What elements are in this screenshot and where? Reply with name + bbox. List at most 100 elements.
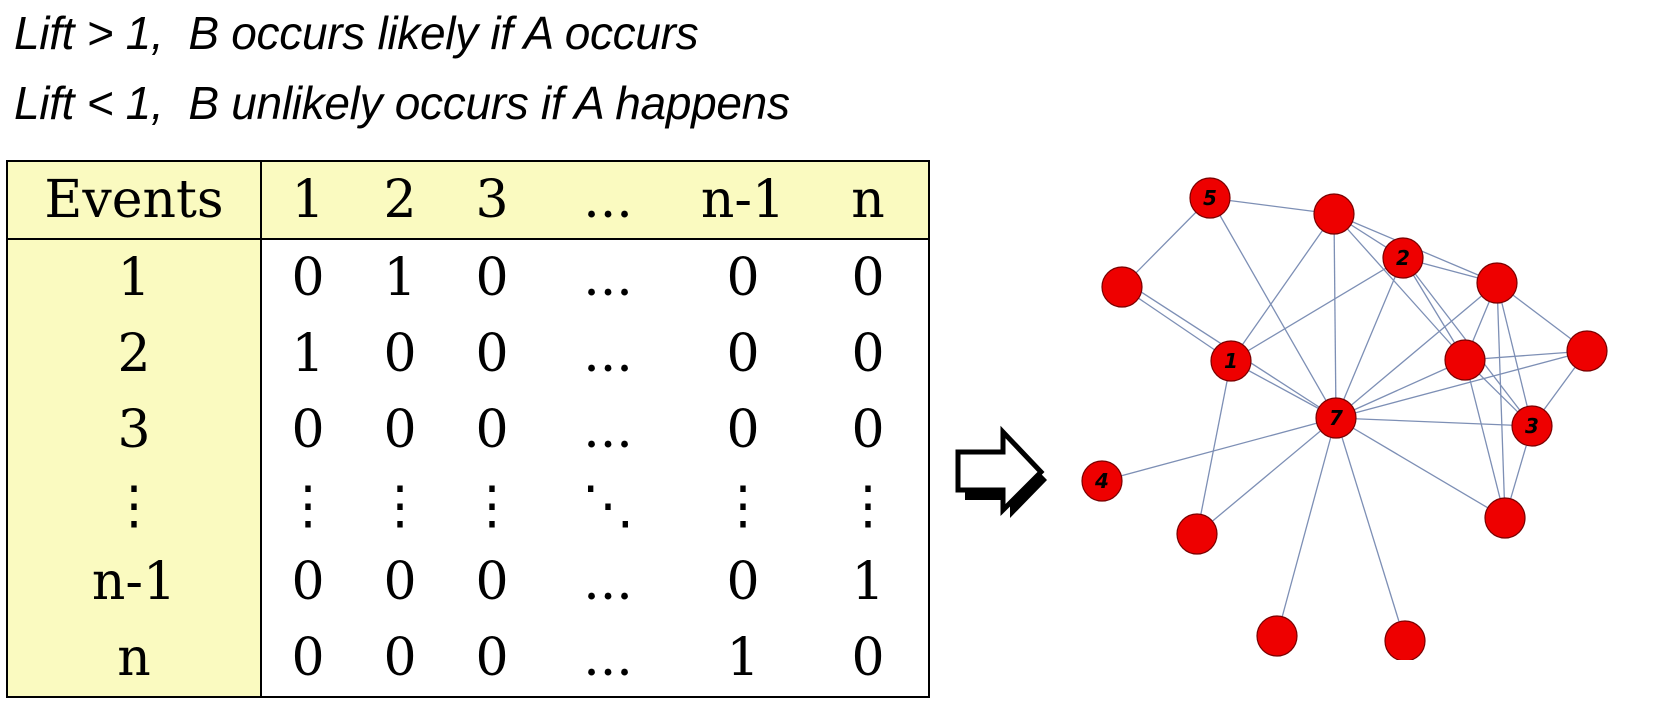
matrix-cell: 0 <box>475 628 509 688</box>
matrix-cell: 0 <box>726 324 760 384</box>
graph-edge <box>1230 257 1404 362</box>
graph-edge <box>1496 282 1506 519</box>
row-label: 2 <box>7 316 262 392</box>
graph-node-4 <box>1081 460 1123 502</box>
graph-node-2 <box>1382 237 1424 279</box>
matrix-cell: 0 <box>726 400 760 460</box>
graph-node-1 <box>1210 340 1252 382</box>
graph-edge <box>1335 359 1466 419</box>
column-header: 2 <box>354 161 446 240</box>
matrix-cell: 0 <box>291 552 325 612</box>
column-header: 1 <box>261 161 354 240</box>
node-label-1: 1 <box>1224 349 1238 373</box>
matrix-cell: ⋮ <box>466 476 518 536</box>
graph-edge <box>1335 417 1506 519</box>
row-label: 3 <box>7 392 262 468</box>
graph-edge <box>1335 257 1404 419</box>
matrix-cell: 0 <box>291 248 325 308</box>
matrix-cell: 0 <box>475 400 509 460</box>
column-header: 3 <box>446 161 538 240</box>
lift-less-heading: Lift < 1, B unlikely occurs if A happens <box>14 77 790 129</box>
graph-edge <box>1230 213 1335 362</box>
node-label-5: 5 <box>1203 186 1217 210</box>
matrix-cell: ⋮ <box>282 476 334 536</box>
matrix-cell: 0 <box>851 400 885 460</box>
matrix-cell: 0 <box>851 324 885 384</box>
graph-edge <box>1464 359 1506 519</box>
matrix-row: n 0 0 0 ... 1 0 <box>7 620 929 697</box>
graph-edge <box>1333 213 1337 419</box>
network-graph: 5 2 1 7 3 4 <box>1081 177 1608 660</box>
matrix-cell: 1 <box>851 552 885 612</box>
graph-edge <box>1209 197 1335 215</box>
matrix-cell: ... <box>583 248 633 308</box>
node-label-3: 3 <box>1525 414 1539 438</box>
matrix-cell: 0 <box>475 248 509 308</box>
graph-node-7 <box>1315 397 1357 439</box>
matrix-cell: ... <box>583 628 633 688</box>
matrix-row: n-1 0 0 0 ... 0 1 <box>7 544 929 620</box>
matrix-cell: ... <box>583 400 633 460</box>
matrix-cell: 0 <box>475 552 509 612</box>
right-arrow-icon <box>955 425 1047 518</box>
graph-edge <box>1335 350 1588 419</box>
graph-node <box>1256 615 1298 657</box>
matrix-row-ellipsis: ⋮ ⋮ ⋮ ⋮ ⋱ ⋮ ⋮ <box>7 468 929 544</box>
matrix-row: 1 0 1 0 ... 0 0 <box>7 239 929 316</box>
matrix-cell: ⋮ <box>842 476 894 536</box>
column-header: n <box>808 161 929 240</box>
graph-node <box>1384 620 1426 660</box>
matrix-header-row: Events 1 2 3 ... n-1 n <box>7 161 929 240</box>
column-header: n-1 <box>678 161 808 240</box>
graph-edge <box>1335 417 1533 427</box>
graph-node <box>1313 193 1355 235</box>
graph-edge <box>1335 282 1498 419</box>
graph-node <box>1566 330 1608 372</box>
graph-node-3 <box>1511 405 1553 447</box>
node-label-2: 2 <box>1396 246 1410 270</box>
row-label: 1 <box>7 239 262 316</box>
graph-node <box>1444 339 1486 381</box>
graph-edge <box>1101 417 1337 482</box>
graph-node <box>1176 513 1218 555</box>
matrix-cell: 0 <box>383 628 417 688</box>
graph-edge <box>1196 417 1337 535</box>
graph-edge <box>1333 213 1466 361</box>
matrix-cell: 0 <box>726 552 760 612</box>
graph-edge <box>1335 417 1406 642</box>
event-matrix: Events 1 2 3 ... n-1 n 1 0 1 0 ... 0 0 2… <box>6 160 930 698</box>
row-label: ⋮ <box>7 468 262 544</box>
matrix-cell: 0 <box>291 628 325 688</box>
matrix-cell: ⋮ <box>374 476 426 536</box>
graph-edge <box>1121 286 1232 362</box>
graph-node <box>1476 262 1518 304</box>
graph-node <box>1484 497 1526 539</box>
matrix-corner-label: Events <box>7 161 262 240</box>
graph-edge <box>1196 360 1232 535</box>
matrix-cell: 0 <box>291 400 325 460</box>
column-header: ... <box>538 161 678 240</box>
matrix-cell: 0 <box>851 628 885 688</box>
matrix-cell: 0 <box>383 552 417 612</box>
matrix-row: 2 1 0 0 ... 0 0 <box>7 316 929 392</box>
graph-edge <box>1209 197 1337 419</box>
matrix-row: 3 0 0 0 ... 0 0 <box>7 392 929 468</box>
node-label-4: 4 <box>1094 469 1109 493</box>
graph-node-5 <box>1189 177 1231 219</box>
matrix-cell: 0 <box>475 324 509 384</box>
graph-node-labels: 5 2 1 7 3 4 <box>1094 186 1539 493</box>
graph-edge <box>1276 417 1337 637</box>
graph-edge <box>1121 197 1211 288</box>
matrix-cell: 0 <box>383 400 417 460</box>
matrix-cell: ... <box>583 552 633 612</box>
matrix-cell: ⋮ <box>717 476 769 536</box>
lift-greater-heading: Lift > 1, B occurs likely if A occurs <box>14 7 699 59</box>
matrix-cell: 0 <box>383 324 417 384</box>
graph-nodes <box>1081 177 1608 660</box>
matrix-cell: 0 <box>726 248 760 308</box>
graph-edge <box>1496 282 1533 427</box>
matrix-cell: 1 <box>291 324 325 384</box>
matrix-cell: 1 <box>383 248 417 308</box>
row-label: n <box>7 620 262 697</box>
matrix-cell: 0 <box>851 248 885 308</box>
